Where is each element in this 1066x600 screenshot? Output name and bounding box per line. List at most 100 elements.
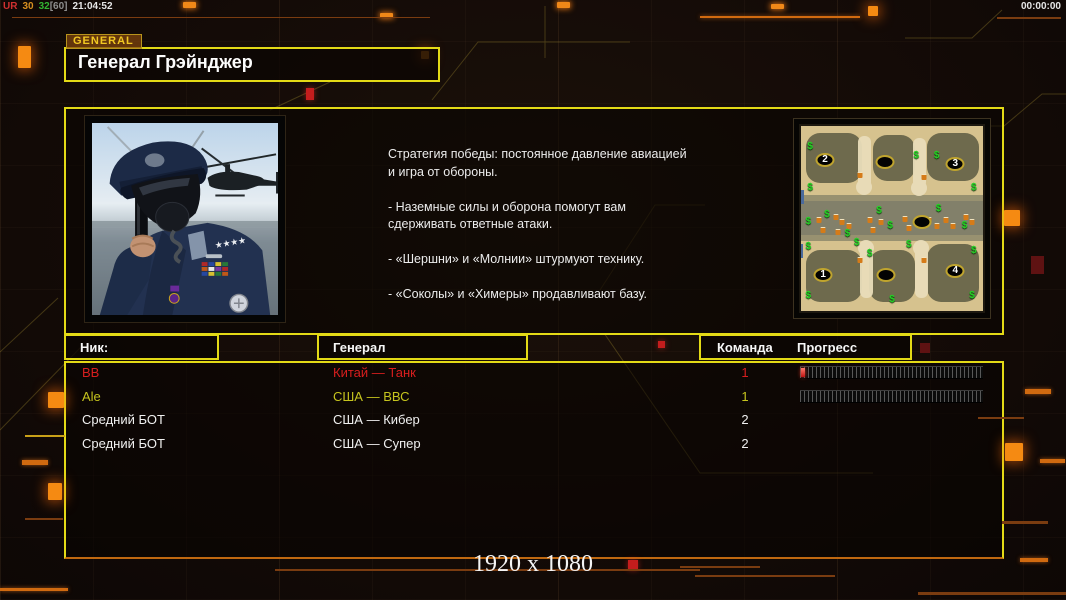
tech-marker [870, 226, 876, 233]
player-row: BB Китай — Танк 1 [66, 363, 998, 387]
decor-bline [0, 588, 68, 591]
player-team: 1 [741, 365, 749, 380]
decor-sq [1005, 443, 1023, 461]
tech-marker [902, 215, 908, 222]
start-position-1: 1 [813, 268, 833, 283]
supply-marker: $ [969, 289, 975, 301]
tech-marker [835, 228, 841, 235]
briefing-paragraph: - «Шершни» и «Молнии» штурмуют технику. [388, 252, 645, 266]
decor-yline [25, 435, 65, 437]
supply-marker: $ [905, 238, 912, 250]
decor-dred [920, 343, 930, 353]
supply-marker: $ [807, 182, 813, 194]
general-header-label: Генерал [333, 340, 386, 355]
neutral-spot [875, 154, 895, 169]
decor-line [680, 566, 760, 568]
decor-pin [380, 13, 393, 18]
tech-marker [906, 224, 912, 231]
general-title-box: Генерал Грэйнджер [64, 47, 440, 82]
decor-pin [183, 2, 196, 8]
tech-marker [867, 217, 873, 224]
supply-marker: $ [866, 248, 873, 260]
resolution-label: 1920 x 1080 [473, 551, 593, 577]
briefing-text: Стратегия победы: постоянное давление ав… [388, 146, 718, 321]
player-row: Средний БОТ США — Кибер 2 [66, 410, 998, 434]
decor-line [695, 575, 835, 577]
supply-marker: $ [853, 237, 860, 249]
player-nick: Средний БОТ [82, 412, 165, 427]
player-team: 2 [741, 435, 749, 451]
briefing-paragraph: - «Соколы» и «Химеры» продавливают базу. [388, 286, 647, 301]
decor-dred [1031, 256, 1044, 274]
debug-part: 21:04:52 [72, 1, 113, 12]
supply-marker: $ [913, 150, 919, 162]
start-position-3: 3 [945, 156, 965, 171]
briefing-paragraph: Стратегия победы: постоянное давление ав… [388, 147, 687, 179]
decor-bline [1040, 459, 1065, 463]
minimap-terrain [799, 124, 985, 313]
decor-line [12, 17, 430, 18]
nick-header-label: Ник: [80, 340, 109, 355]
player-team: 1 [741, 388, 749, 404]
decor-sq [48, 483, 62, 500]
decor-red [628, 560, 638, 570]
supply-marker: $ [971, 182, 977, 194]
supply-marker: $ [805, 240, 812, 252]
player-nick: Средний БОТ [82, 435, 165, 451]
player-nick: BB [82, 365, 100, 380]
supply-marker: $ [824, 208, 830, 220]
tech-marker [943, 217, 949, 224]
supply-marker: $ [935, 203, 942, 215]
supply-marker: $ [805, 289, 812, 301]
debug-part: 32 [38, 1, 50, 12]
tech-marker [857, 257, 863, 264]
progress-bar [800, 366, 983, 379]
general-portrait: ★★★★ [84, 115, 286, 323]
tech-marker [833, 213, 839, 220]
general-tag: GENERAL [66, 34, 142, 49]
player-general: США — Кибер [333, 412, 420, 427]
progress-header-label: Прогресс [797, 340, 858, 355]
decor-sq [48, 392, 64, 408]
tech-marker [934, 223, 940, 230]
decor-bline [700, 16, 860, 18]
player-general: США — Супер [333, 435, 421, 451]
decor-bline [1025, 389, 1051, 394]
debug-part: UR [3, 1, 18, 12]
player-general: Китай — Танк [333, 365, 416, 380]
decor-line [918, 592, 1066, 595]
supply-marker: $ [887, 220, 893, 232]
supply-marker: $ [971, 244, 977, 256]
tech-marker [839, 219, 845, 226]
tech-marker [950, 223, 956, 230]
match-timer: 00:00:00 [1020, 1, 1061, 12]
decor-line [997, 17, 1061, 19]
progress-bar [800, 389, 983, 403]
supply-marker: $ [961, 220, 968, 232]
decor-sq [868, 6, 878, 16]
decor-sq [18, 46, 31, 68]
neutral-spot [912, 215, 932, 230]
decor-bline [1020, 558, 1048, 562]
column-header-nick: Ник: [64, 334, 219, 360]
supply-marker: $ [805, 216, 812, 228]
decor-red [306, 88, 314, 100]
decor-pin [771, 4, 784, 9]
tech-marker [921, 173, 927, 180]
column-header-general: Генерал [317, 334, 528, 360]
tech-marker [816, 217, 822, 224]
player-nick: Ale [82, 388, 101, 404]
decor-pin [557, 2, 570, 8]
player-row: Ale США — ВВС 1 [66, 387, 998, 411]
neutral-spot [876, 268, 896, 283]
tech-marker [963, 213, 969, 220]
supply-marker: $ [807, 140, 813, 152]
player-team: 2 [741, 412, 749, 427]
tech-marker [921, 257, 927, 264]
decor-red [658, 341, 665, 348]
supply-marker: $ [844, 227, 851, 239]
supply-marker: $ [933, 150, 940, 162]
player-row: Средний БОТ США — Супер 2 [66, 434, 998, 458]
minimap-markers: $ $ $ $ $ $ $ $ $ $ $ $ $ $ $ $ $ $ $ $1 2 3 4 [799, 124, 985, 313]
